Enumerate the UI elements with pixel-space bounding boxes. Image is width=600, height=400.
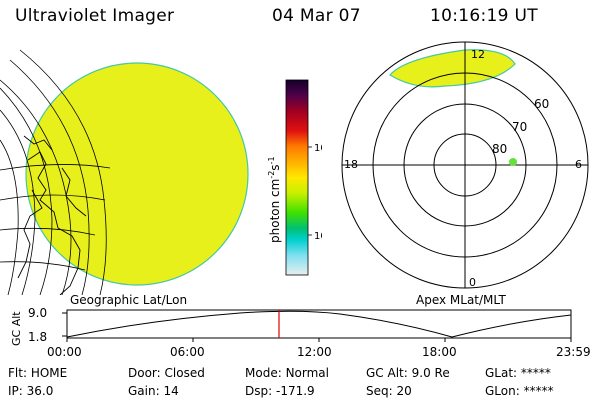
status-glat: GLat: ***** xyxy=(485,366,551,380)
timeline-xtick-0: 00:00 xyxy=(47,345,82,359)
colorbar-tick-100: 100 xyxy=(314,143,322,154)
geographic-label: Geographic Lat/Lon xyxy=(70,293,188,307)
altitude-curve xyxy=(66,310,572,338)
colorbar-tick-10: 10 xyxy=(314,231,322,242)
magnetic-footprint-spot xyxy=(509,158,517,166)
mlt-label-12: 12 xyxy=(471,48,485,61)
timeline-xtick-3: 18:00 xyxy=(422,345,457,359)
status-seq: Seq: 20 xyxy=(366,384,412,398)
mlt-label-0: 0 xyxy=(469,276,476,289)
colorbar-unit: photon cm-2s-1 xyxy=(267,156,282,243)
auroral-emission xyxy=(389,49,516,88)
status-ip: IP: 36.0 xyxy=(8,384,54,398)
timeline-ytick-9: 9.0 xyxy=(28,306,47,320)
status-glon: GLon: ***** xyxy=(485,384,554,398)
geographic-image xyxy=(0,49,249,295)
mlt-label-6: 6 xyxy=(575,158,582,171)
colorbar: 100 10 photon cm-2s-1 xyxy=(267,79,322,276)
mlt-label-18: 18 xyxy=(344,158,358,171)
colorbar-gradient xyxy=(285,79,309,276)
polar-label: Apex MLat/MLT xyxy=(416,293,506,307)
status-gain: Gain: 14 xyxy=(128,384,179,398)
geographic-grid xyxy=(0,49,111,295)
status-gc-alt: GC Alt: 9.0 Re xyxy=(366,366,450,380)
date-label: 04 Mar 07 xyxy=(272,6,361,26)
status-mode: Mode: Normal xyxy=(245,366,329,380)
lat-label-60: 60 xyxy=(534,97,549,111)
instrument-title: Ultraviolet Imager xyxy=(15,6,175,26)
time-label: 10:16:19 UT xyxy=(430,6,538,26)
timeline-xtick-1: 06:00 xyxy=(170,345,205,359)
emission-disk xyxy=(25,62,249,286)
altitude-timeline: GC Alt 9.0 1.8 00:00 06:00 12:00 18:00 2… xyxy=(10,306,591,359)
polar-grid xyxy=(341,41,589,289)
coastline xyxy=(17,135,87,295)
status-dsp: Dsp: -171.9 xyxy=(245,384,315,398)
polar-plot: 12 18 6 0 60 70 80 xyxy=(341,41,589,289)
lat-label-70: 70 xyxy=(512,120,527,134)
lat-label-80: 80 xyxy=(492,142,507,156)
status-door: Door: Closed xyxy=(128,366,205,380)
timeline-xtick-2: 12:00 xyxy=(297,345,332,359)
status-flt: Flt: HOME xyxy=(8,366,68,380)
timeline-ylabel: GC Alt xyxy=(10,311,23,346)
timeline-ytick-1: 1.8 xyxy=(28,330,47,344)
timeline-xtick-4: 23:59 xyxy=(556,345,591,359)
